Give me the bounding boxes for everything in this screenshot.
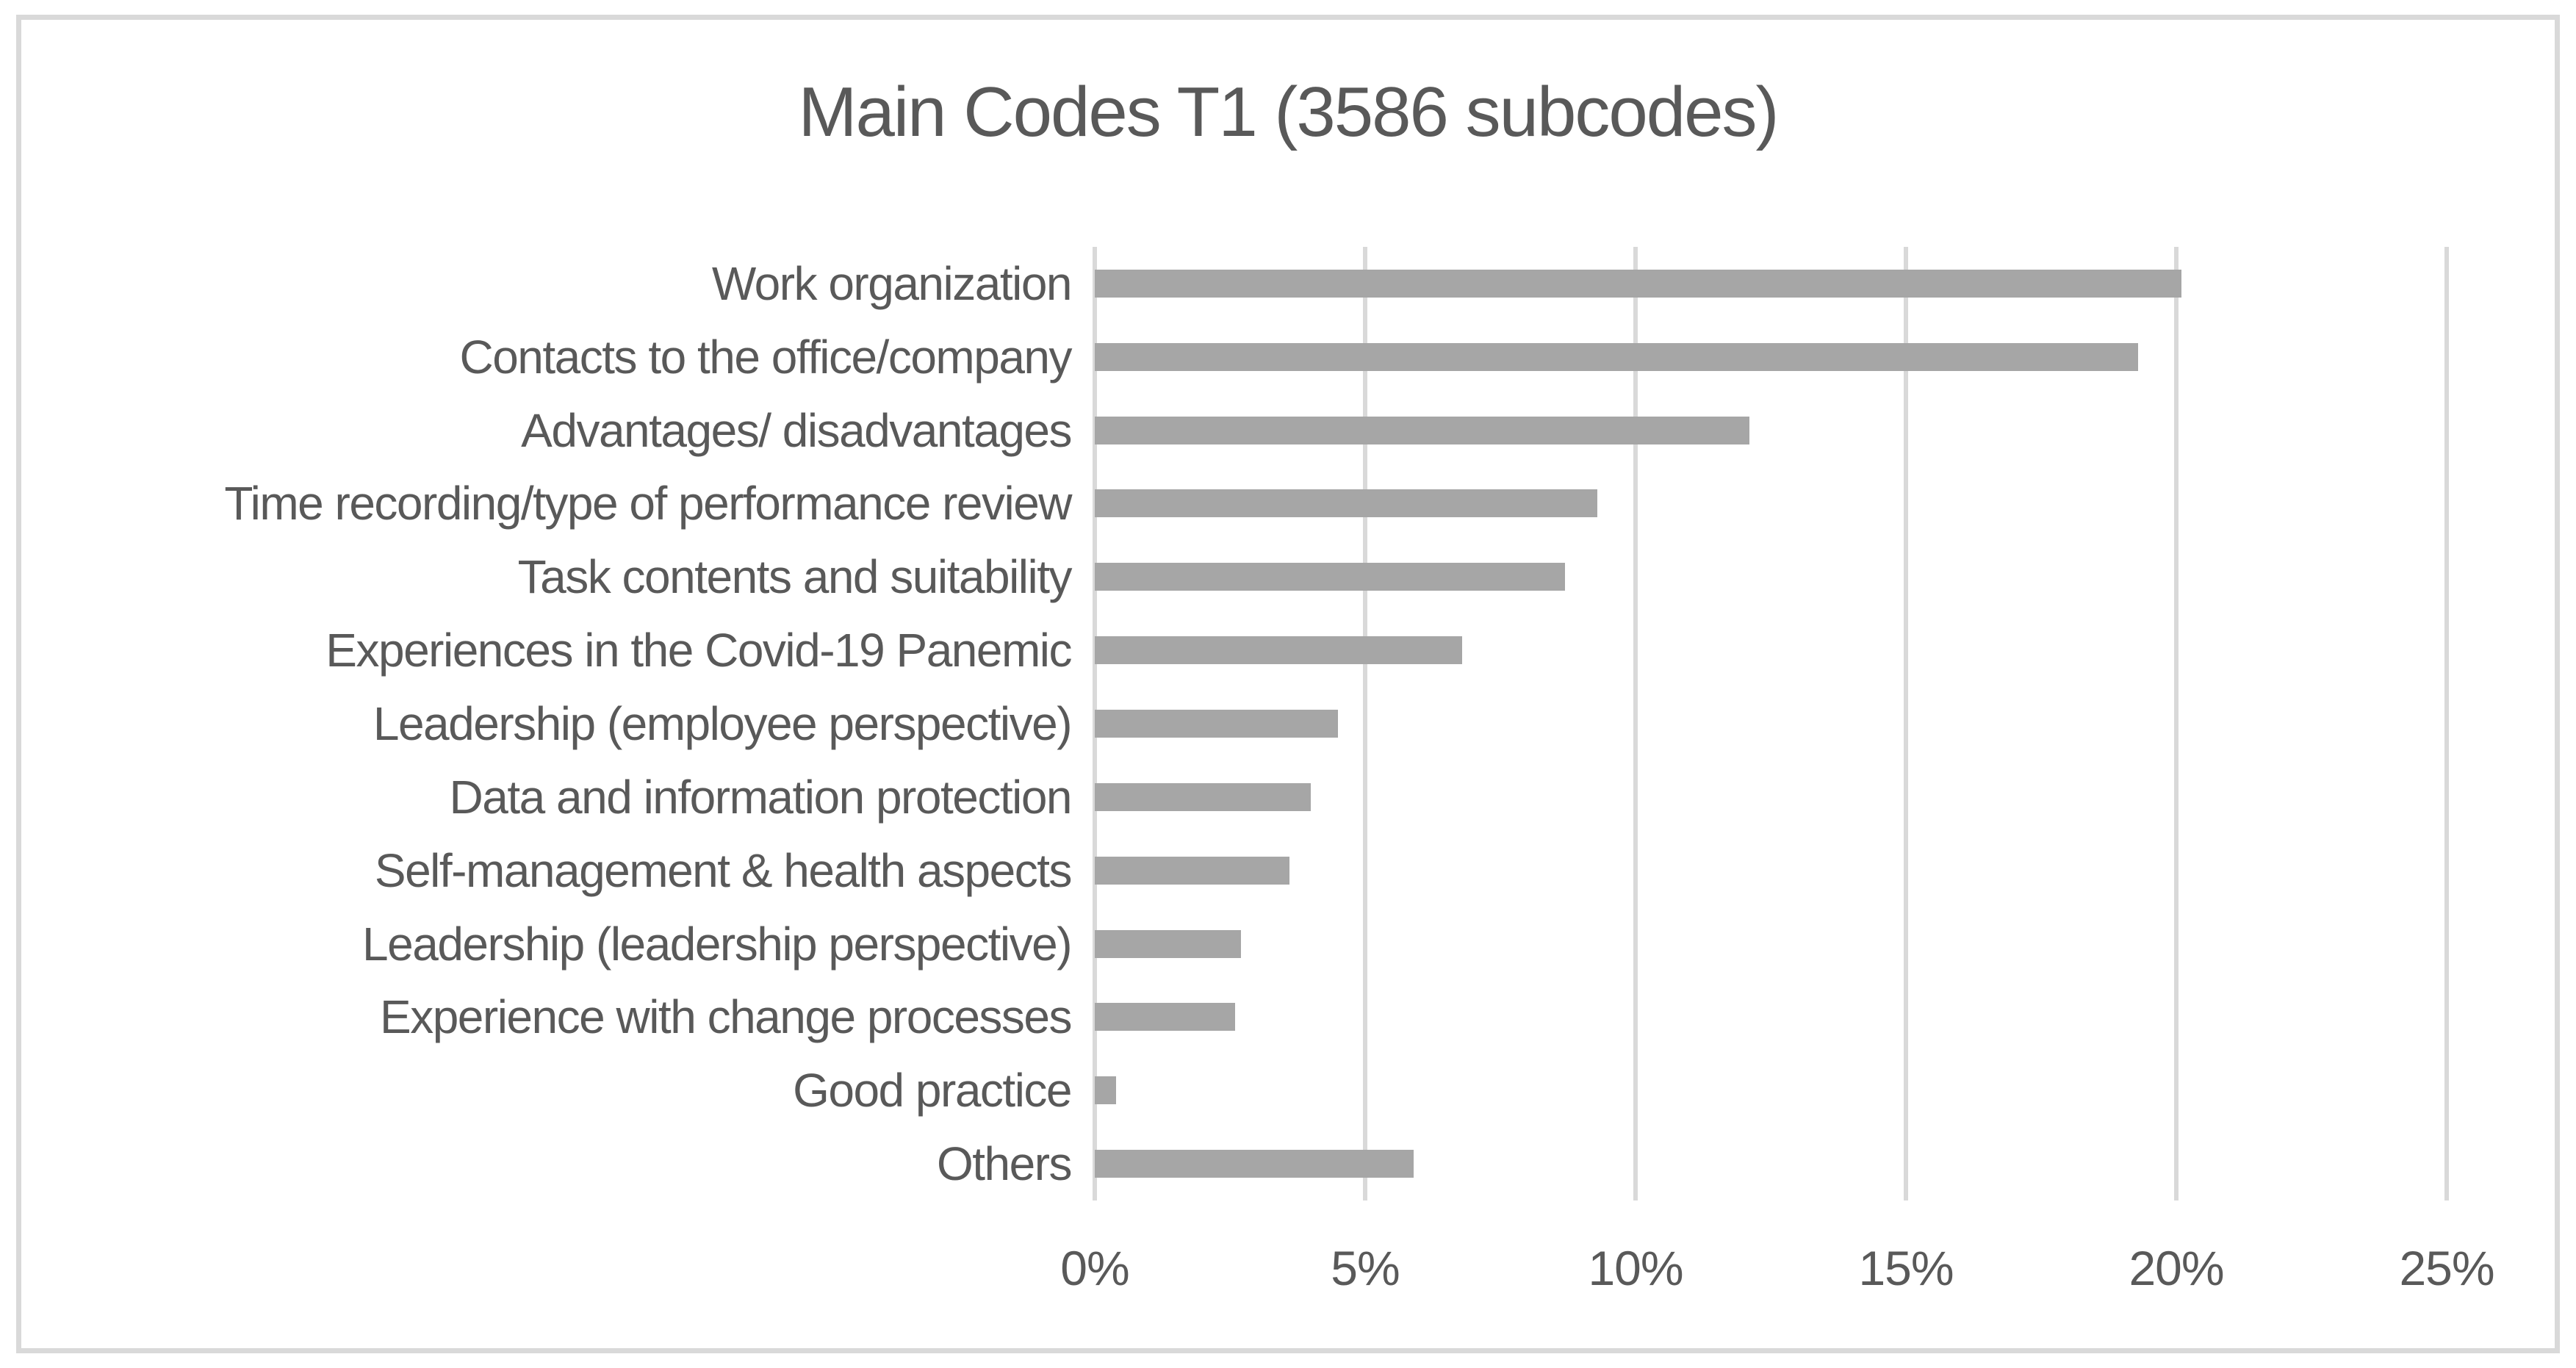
bar-7 [1095, 710, 1338, 738]
category-label-11: Experience with change processes [380, 990, 1073, 1044]
category-label-8: Data and information protection [449, 770, 1073, 824]
bar-11 [1095, 1003, 1235, 1031]
gridline-5% [1363, 247, 1367, 1200]
x-tick-label-10%: 10% [1588, 1241, 1683, 1295]
x-tick-label-0%: 0% [1060, 1241, 1129, 1295]
gridline-20% [2174, 247, 2179, 1200]
category-label-5: Task contents and suitability [517, 550, 1073, 604]
gridline-10% [1633, 247, 1638, 1200]
category-label-7: Leadership (employee perspective) [373, 696, 1073, 750]
bar-8 [1095, 783, 1311, 811]
value-axis-labels: 0% 5% 10% 15% 20% 25% [0, 1240, 2576, 1306]
plot-area [1093, 247, 2449, 1200]
x-tick-label-20%: 20% [2129, 1241, 2224, 1295]
x-tick-label-5%: 5% [1331, 1241, 1400, 1295]
category-label-4: Time recording/type of performance revie… [224, 477, 1072, 530]
bar-12 [1095, 1076, 1116, 1104]
gridline-25% [2444, 247, 2449, 1200]
bar-5 [1095, 563, 1565, 591]
category-label-9: Self-management & health aspects [374, 843, 1073, 897]
category-label-2: Contacts to the office/company [459, 330, 1072, 384]
gridline-15% [1904, 247, 1908, 1200]
category-axis-labels: Work organization Contacts to the office/… [22, 247, 1073, 1200]
bar-10 [1095, 930, 1241, 958]
x-tick-label-25%: 25% [2399, 1241, 2494, 1295]
chart-title: Main Codes T1 (3586 subcodes) [798, 73, 1779, 151]
category-label-1: Work organization [711, 256, 1073, 310]
bar-6 [1095, 636, 1462, 664]
bar-9 [1095, 857, 1289, 885]
category-label-10: Leadership (leadership perspective) [362, 917, 1072, 971]
category-label-12: Good practice [793, 1064, 1072, 1117]
chart-border-frame [16, 15, 2560, 1353]
category-label-3: Advantages/ disadvantages [521, 403, 1072, 457]
bar-2 [1095, 343, 2138, 371]
bar-13 [1095, 1150, 1414, 1178]
bar-4 [1095, 489, 1597, 517]
bar-1 [1095, 270, 2181, 298]
category-label-6: Experiences in the Covid-19 Panemic [325, 624, 1072, 677]
bar-3 [1095, 417, 1749, 444]
category-label-13: Others [936, 1137, 1073, 1191]
x-tick-label-15%: 15% [1858, 1241, 1954, 1295]
